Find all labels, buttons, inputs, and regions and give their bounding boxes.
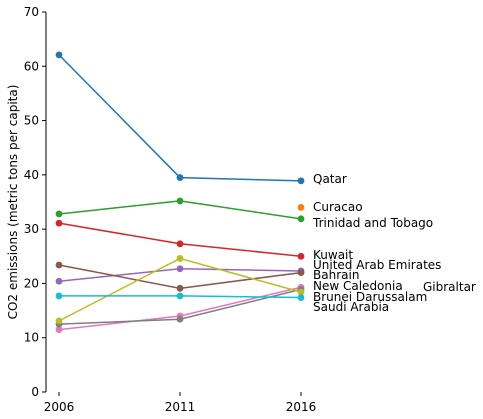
data-point (176, 265, 184, 273)
series-label: Kuwait (313, 248, 353, 262)
data-point (55, 277, 63, 285)
series-label: Saudi Arabia (313, 300, 389, 314)
x-tick-label: 2006 (44, 400, 75, 414)
data-point (297, 204, 305, 211)
data-point (176, 197, 184, 205)
data-point (55, 292, 63, 300)
series-labels: Qatar Curacao Trinidad and Tobago KuwaitUni… (312, 172, 476, 314)
data-point (55, 261, 63, 269)
data-point (176, 315, 184, 323)
series-label: Curacao (313, 200, 363, 214)
series-line (58, 222, 302, 258)
data-point (176, 255, 184, 262)
series-label: Trinidad and Tobago (312, 216, 433, 230)
y-tick-label: 20 (24, 276, 39, 290)
y-tick-label: 0 (31, 385, 39, 399)
data-point (176, 284, 184, 292)
data-point (297, 215, 305, 223)
y-tick-label: 40 (24, 168, 39, 182)
x-tick-label: 2016 (286, 400, 317, 414)
data-point (55, 219, 63, 227)
x-tick-label: 2011 (165, 400, 196, 414)
y-tick-label: 60 (24, 59, 39, 73)
data-point (297, 294, 305, 301)
x-ticks: 2006 2011 2016 (44, 392, 317, 414)
series-line (58, 54, 302, 182)
series-points (55, 51, 305, 333)
series-label: Qatar (313, 172, 347, 186)
y-tick-label: 30 (24, 222, 39, 236)
data-point (176, 292, 184, 300)
data-point (176, 240, 184, 248)
series-label: Brunei Darussalam (313, 290, 427, 304)
data-point (297, 269, 305, 276)
series-label: United Arab Emirates (313, 258, 441, 272)
data-point (176, 174, 184, 181)
y-tick-label: 50 (24, 114, 39, 128)
y-axis-title: CO2 emissions (metric tons per capita) (6, 85, 20, 320)
data-point (55, 51, 63, 59)
data-point (297, 252, 305, 260)
series-label: Gibraltar (423, 280, 476, 294)
y-tick-label: 10 (24, 331, 39, 345)
series-label: New Caledonia (313, 279, 403, 293)
data-point (55, 317, 63, 325)
y-ticks: 0 10 20 30 40 50 60 70 (24, 5, 46, 399)
data-point (55, 210, 63, 218)
data-point (297, 177, 305, 185)
data-point (55, 326, 63, 333)
y-tick-label: 70 (24, 5, 39, 19)
data-point (297, 288, 305, 296)
series-label: Bahrain (313, 268, 359, 282)
